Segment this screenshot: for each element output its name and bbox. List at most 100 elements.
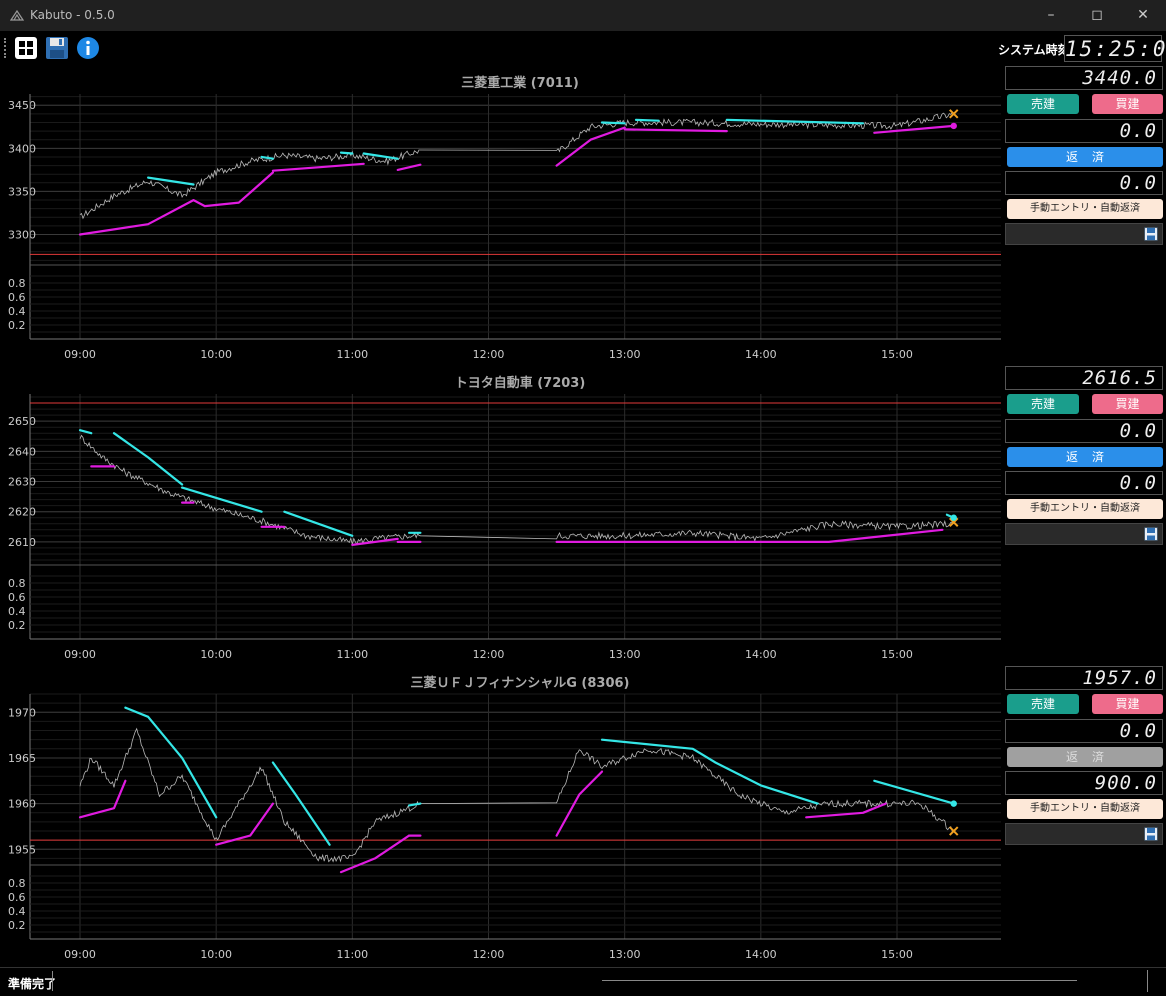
- dot-marker: [950, 514, 957, 521]
- price-chart-8306[interactable]: 三菱ＵＦＪフィナンシャルG (8306) 1970 1965 1960 1955 09:0…: [0, 666, 1002, 966]
- toolbar-grip[interactable]: [4, 38, 9, 58]
- mode-button[interactable]: 手動エントリ・自動返済: [1007, 199, 1163, 219]
- upper-band-segment: [283, 510, 354, 537]
- price-chart-7203[interactable]: トヨタ自動車 (7203) 2650 2640 2630 2620 2610 09:00 10…: [0, 366, 1002, 666]
- buy-button[interactable]: 買建: [1092, 394, 1163, 414]
- profit-display: 900.0: [1005, 771, 1163, 795]
- price-chart-7011[interactable]: 三菱重工業 (7011) 3450 3400 3350 3300 09:00 10:00 11…: [0, 66, 1002, 366]
- y-tick-label: 2610: [8, 536, 36, 549]
- x-tick-label: 15:00: [881, 648, 913, 661]
- chart-panel-8306[interactable]: 三菱ＵＦＪフィナンシャルG (8306) 1970 1965 1960 1955 09:0…: [0, 666, 1002, 966]
- save-icon[interactable]: [1144, 227, 1158, 241]
- save-icon[interactable]: [45, 36, 69, 60]
- x-marker: [949, 826, 959, 836]
- status-bar: 準備完了: [0, 967, 1166, 996]
- y-tick-label: 3450: [8, 99, 36, 112]
- save-icon[interactable]: [1144, 527, 1158, 541]
- x-tick-label: 11:00: [336, 348, 368, 361]
- save-icon[interactable]: [1144, 827, 1158, 841]
- memo-field[interactable]: [1005, 823, 1163, 845]
- upper-band-segment: [408, 802, 422, 807]
- resize-grip[interactable]: [1147, 970, 1148, 992]
- x-tick-label: 15:00: [881, 348, 913, 361]
- chart-panel-7203[interactable]: トヨタ自動車 (7203) 2650 2640 2630 2620 2610 09:00 10…: [0, 366, 1002, 666]
- dot-marker: [950, 800, 957, 807]
- trade-panel-7203: 2616.5 売建 買建 0.0 返済 0.0 手動エントリ・自動返済: [1004, 366, 1164, 556]
- minimize-icon[interactable]: –: [1047, 7, 1055, 23]
- price-line: [79, 727, 954, 863]
- price-display: 3440.0: [1005, 66, 1163, 90]
- x-tick-label: 10:00: [200, 948, 232, 961]
- sub-tick-label: 0.4: [8, 905, 26, 918]
- close-icon[interactable]: ✕: [1137, 7, 1149, 23]
- buy-button[interactable]: 買建: [1092, 694, 1163, 714]
- x-tick-label: 12:00: [473, 348, 505, 361]
- dot-marker: [950, 122, 957, 130]
- upper-band-segment: [362, 152, 399, 160]
- x-tick-label: 09:00: [64, 648, 96, 661]
- sub-tick-label: 0.6: [8, 891, 26, 904]
- upper-band-segment: [124, 706, 218, 819]
- grid-icon[interactable]: [14, 36, 38, 60]
- x-tick-label: 12:00: [473, 648, 505, 661]
- progress-bar: [602, 980, 1077, 981]
- x-tick-label: 13:00: [609, 948, 641, 961]
- chart-panel-7011[interactable]: 三菱重工業 (7011) 3450 3400 3350 3300 09:00 10:00 11…: [0, 66, 1002, 366]
- sub-tick-label: 0.2: [8, 919, 26, 932]
- sub-tick-label: 0.8: [8, 877, 26, 890]
- title-bar: Kabuto - 0.5.0 – ◻ ✕: [0, 0, 1166, 31]
- lower-band-segment: [78, 171, 274, 236]
- app-logo-icon: [10, 9, 24, 21]
- upper-band-segment: [634, 118, 660, 122]
- sell-button[interactable]: 売建: [1007, 94, 1079, 114]
- repay-button-disabled[interactable]: 返済: [1007, 747, 1163, 767]
- mode-button[interactable]: 手動エントリ・自動返済: [1007, 499, 1163, 519]
- trade-panel-8306: 1957.0 売建 買建 0.0 返済 900.0 手動エントリ・自動返済: [1004, 666, 1164, 856]
- y-tick-label: 2650: [8, 415, 36, 428]
- y-tick-label: 3300: [8, 229, 36, 242]
- x-tick-label: 09:00: [64, 348, 96, 361]
- chart-title: 三菱重工業 (7011): [461, 75, 579, 91]
- lower-band-segment: [873, 124, 955, 134]
- sell-button[interactable]: 売建: [1007, 694, 1079, 714]
- upper-band-segment: [600, 121, 626, 125]
- y-tick-label: 1955: [8, 843, 36, 856]
- repay-button[interactable]: 返済: [1007, 147, 1163, 167]
- lower-band-segment: [555, 770, 604, 837]
- memo-field[interactable]: [1005, 223, 1163, 245]
- position-display: 0.0: [1005, 719, 1163, 743]
- upper-band-segment: [725, 118, 865, 125]
- y-tick-label: 1965: [8, 752, 36, 765]
- mode-button[interactable]: 手動エントリ・自動返済: [1007, 799, 1163, 819]
- price-line: [79, 111, 954, 220]
- trade-panel-7011: 3440.0 売建 買建 0.0 返済 0.0 手動エントリ・自動返済: [1004, 66, 1164, 256]
- lower-band-segment: [78, 779, 127, 819]
- lower-band-segment: [339, 834, 411, 874]
- upper-band-segment: [181, 486, 263, 513]
- lower-band-segment: [351, 537, 399, 546]
- repay-button[interactable]: 返済: [1007, 447, 1163, 467]
- price-line: [79, 434, 954, 545]
- sub-tick-label: 0.2: [8, 619, 26, 632]
- x-tick-label: 10:00: [200, 648, 232, 661]
- x-tick-label: 10:00: [200, 348, 232, 361]
- status-text: 準備完了: [8, 977, 57, 991]
- lower-band-segment: [555, 126, 626, 167]
- y-tick-label: 1970: [8, 706, 36, 719]
- x-tick-label: 14:00: [745, 648, 777, 661]
- chart-title: 三菱ＵＦＪフィナンシャルG (8306): [410, 675, 629, 691]
- x-tick-label: 13:00: [609, 348, 641, 361]
- upper-band-segment: [112, 432, 184, 486]
- buy-button[interactable]: 買建: [1092, 94, 1163, 114]
- upper-band-segment: [873, 779, 955, 805]
- memo-field[interactable]: [1005, 523, 1163, 545]
- sell-button[interactable]: 売建: [1007, 394, 1079, 414]
- position-display: 0.0: [1005, 119, 1163, 143]
- info-icon[interactable]: [76, 36, 100, 60]
- maximize-icon[interactable]: ◻: [1091, 7, 1103, 23]
- x-tick-label: 11:00: [336, 948, 368, 961]
- x-tick-label: 15:00: [881, 948, 913, 961]
- y-tick-label: 2630: [8, 476, 36, 489]
- y-tick-label: 1960: [8, 798, 36, 811]
- sub-tick-label: 0.6: [8, 591, 26, 604]
